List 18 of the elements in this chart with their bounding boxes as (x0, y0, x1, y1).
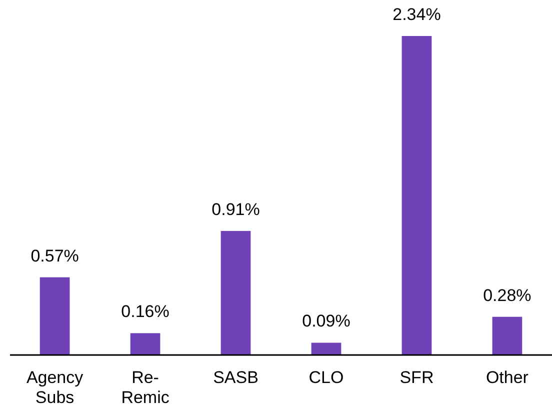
bar (402, 36, 432, 355)
bar (492, 316, 522, 355)
bar (40, 277, 70, 355)
x-tick-label: Re-Remic (121, 368, 170, 407)
data-label: 0.91% (212, 200, 260, 219)
bar (130, 333, 160, 355)
bar (220, 230, 251, 355)
x-tick-label: SFR (400, 368, 434, 387)
x-tick-label: CLO (308, 368, 344, 387)
data-label: 2.34% (392, 5, 441, 24)
data-label: 0.16% (121, 302, 170, 322)
data-label: 0.57% (30, 246, 79, 266)
bar (311, 342, 342, 355)
x-tick-label: Other (486, 368, 529, 387)
data-label: 0.28% (483, 286, 532, 305)
x-tick-label: Agency Subs (26, 368, 84, 407)
x-tick-label: SASB (213, 368, 258, 387)
data-label: 0.09% (302, 312, 350, 331)
